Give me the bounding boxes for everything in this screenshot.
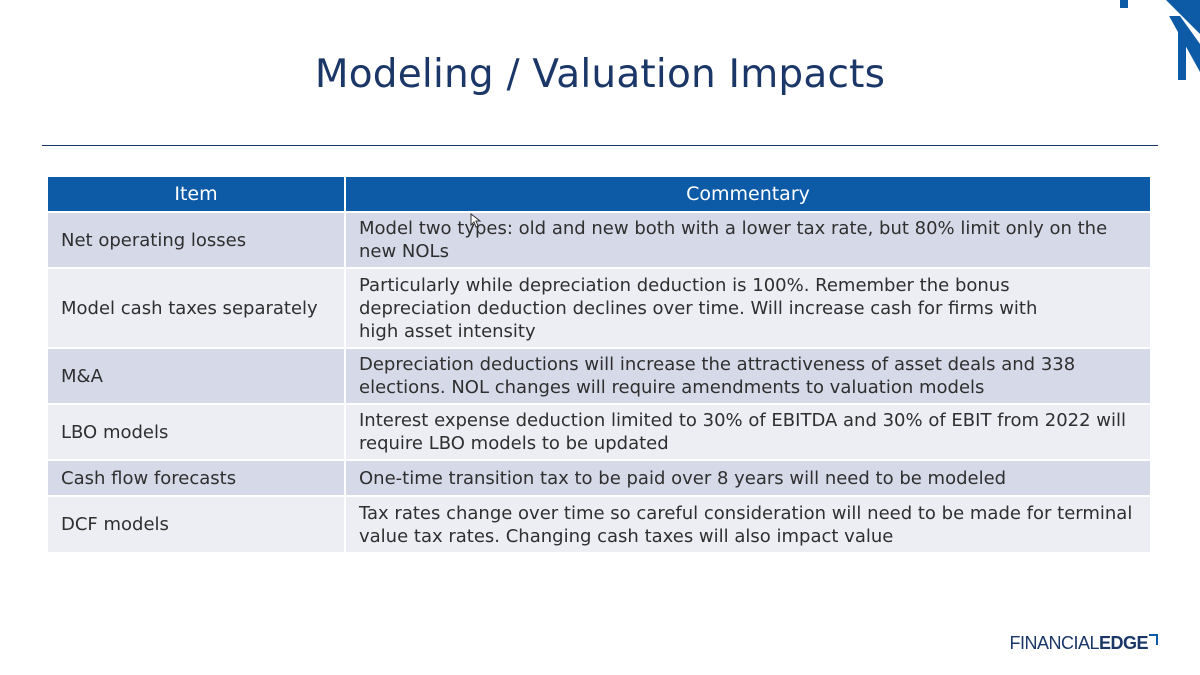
row-commentary: One-time transition tax to be paid over … [345,459,1150,496]
table-header-row: Item Commentary [48,177,1150,212]
table-row: DCF models Tax rates change over time so… [48,495,1150,552]
financial-edge-logo: FINANCIALEDGE [1009,633,1158,654]
logo-text-edge: EDGE [1098,633,1149,653]
row-item: DCF models [48,495,346,552]
row-commentary: Depreciation deductions will increase th… [345,347,1150,404]
row-item: LBO models [48,403,346,460]
logo-corner-icon [1149,634,1158,645]
mouse-pointer-icon [470,213,482,228]
row-item: M&A [48,347,346,404]
row-item: Net operating losses [48,211,346,268]
row-commentary: Particularly while depreciation deductio… [345,267,1150,348]
row-item: Model cash taxes separately [48,267,346,348]
logo-text-financial: FINANCIAL [1009,633,1099,653]
row-commentary: Tax rates change over time so careful co… [345,495,1150,552]
header-commentary: Commentary [345,177,1150,212]
corner-accent [1120,0,1200,80]
table-row: LBO models Interest expense deduction li… [48,403,1150,460]
table-row: Cash flow forecasts One-time transition … [48,459,1150,496]
row-commentary: Model two types: old and new both with a… [345,211,1150,268]
row-item: Cash flow forecasts [48,459,346,496]
impacts-table: Item Commentary Net operating losses Mod… [48,177,1150,552]
header-item: Item [48,177,346,212]
slide-title: Modeling / Valuation Impacts [314,52,886,97]
table-row: M&A Depreciation deductions will increas… [48,347,1150,404]
row-commentary: Interest expense deduction limited to 30… [345,403,1150,460]
table-row: Net operating losses Model two types: ol… [48,211,1150,268]
title-divider [42,145,1158,146]
table-row: Model cash taxes separately Particularly… [48,267,1150,348]
